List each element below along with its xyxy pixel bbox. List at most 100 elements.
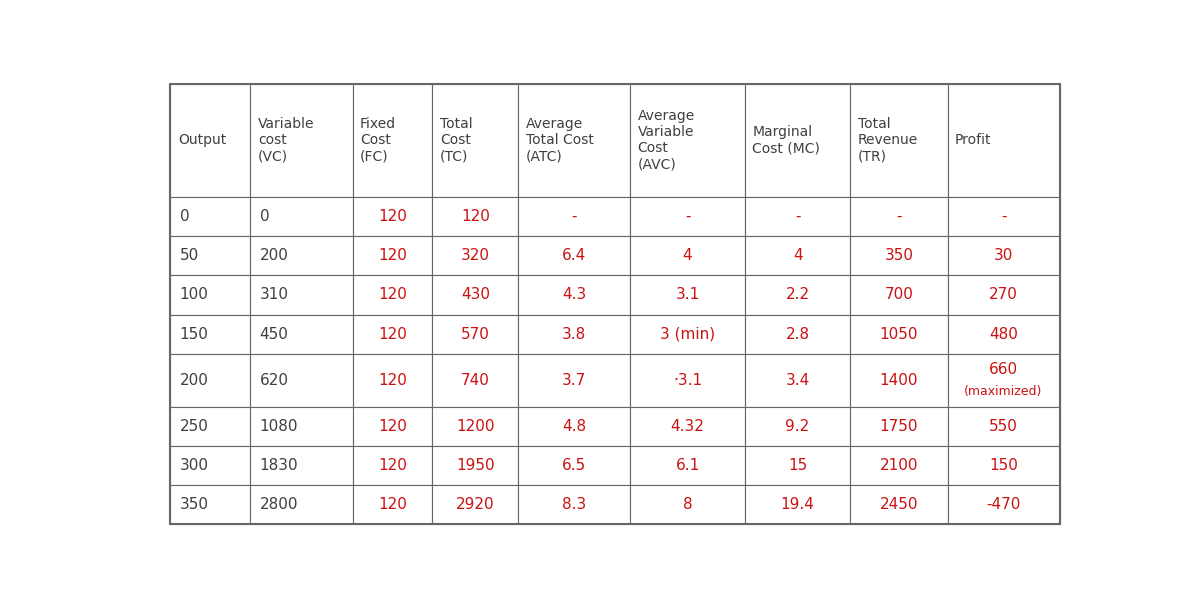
- Bar: [630, 236, 745, 275]
- Text: 450: 450: [259, 327, 288, 342]
- Text: 120: 120: [378, 288, 407, 302]
- Text: -: -: [685, 209, 690, 224]
- Bar: [745, 275, 850, 315]
- Text: 3.8: 3.8: [562, 327, 587, 342]
- Text: Average
Variable
Cost
(AVC): Average Variable Cost (AVC): [637, 109, 695, 172]
- Text: 1200: 1200: [456, 418, 494, 433]
- Bar: [518, 197, 630, 236]
- Bar: [850, 275, 948, 315]
- Text: 4: 4: [683, 248, 692, 263]
- Bar: [432, 354, 518, 406]
- Bar: [353, 84, 432, 197]
- Text: 310: 310: [259, 288, 289, 302]
- Bar: [170, 485, 251, 524]
- Text: 200: 200: [180, 373, 209, 388]
- Text: 660: 660: [989, 362, 1018, 377]
- Bar: [850, 84, 948, 197]
- Text: 6.1: 6.1: [676, 458, 700, 473]
- Text: 120: 120: [378, 373, 407, 388]
- Bar: [170, 84, 251, 197]
- Bar: [948, 485, 1060, 524]
- Bar: [251, 275, 353, 315]
- Text: 300: 300: [180, 458, 209, 473]
- Bar: [251, 485, 353, 524]
- Text: 150: 150: [180, 327, 209, 342]
- Text: 2450: 2450: [880, 497, 918, 512]
- Text: 120: 120: [378, 327, 407, 342]
- Bar: [948, 445, 1060, 485]
- Text: Total
Cost
(TC): Total Cost (TC): [440, 117, 473, 164]
- Text: 120: 120: [378, 458, 407, 473]
- Text: 740: 740: [461, 373, 490, 388]
- Bar: [353, 315, 432, 354]
- Bar: [850, 406, 948, 445]
- Bar: [432, 197, 518, 236]
- Bar: [518, 84, 630, 197]
- Bar: [948, 354, 1060, 406]
- Bar: [518, 406, 630, 445]
- Text: 350: 350: [884, 248, 913, 263]
- Text: (maximized): (maximized): [965, 385, 1043, 399]
- Bar: [745, 315, 850, 354]
- Text: Average
Total Cost
(ATC): Average Total Cost (ATC): [526, 117, 594, 164]
- Bar: [432, 485, 518, 524]
- Text: 100: 100: [180, 288, 209, 302]
- Text: 120: 120: [378, 418, 407, 433]
- Text: 620: 620: [259, 373, 289, 388]
- Bar: [353, 406, 432, 445]
- Text: 50: 50: [180, 248, 199, 263]
- Bar: [518, 275, 630, 315]
- Text: Variable
cost
(VC): Variable cost (VC): [258, 117, 314, 164]
- Text: 200: 200: [259, 248, 288, 263]
- Text: Profit: Profit: [955, 134, 991, 147]
- Bar: [432, 275, 518, 315]
- Text: 8.3: 8.3: [562, 497, 587, 512]
- Bar: [518, 236, 630, 275]
- Bar: [630, 485, 745, 524]
- Bar: [170, 406, 251, 445]
- Bar: [170, 445, 251, 485]
- Bar: [251, 236, 353, 275]
- Bar: [353, 354, 432, 406]
- Text: 120: 120: [378, 497, 407, 512]
- Text: 3.1: 3.1: [676, 288, 700, 302]
- Bar: [251, 445, 353, 485]
- Text: -: -: [1001, 209, 1007, 224]
- Text: 2.2: 2.2: [786, 288, 810, 302]
- Text: 250: 250: [180, 418, 209, 433]
- Bar: [432, 315, 518, 354]
- Bar: [630, 197, 745, 236]
- Text: 1750: 1750: [880, 418, 918, 433]
- Text: 4: 4: [793, 248, 803, 263]
- Bar: [850, 445, 948, 485]
- Text: 3 (min): 3 (min): [660, 327, 715, 342]
- Bar: [948, 275, 1060, 315]
- Text: 6.5: 6.5: [562, 458, 587, 473]
- Text: 2100: 2100: [880, 458, 918, 473]
- Text: Output: Output: [178, 134, 226, 147]
- Text: 4.8: 4.8: [562, 418, 586, 433]
- Bar: [630, 315, 745, 354]
- Bar: [170, 354, 251, 406]
- Bar: [630, 275, 745, 315]
- Bar: [170, 275, 251, 315]
- Bar: [518, 485, 630, 524]
- Text: 480: 480: [989, 327, 1018, 342]
- Text: 30: 30: [994, 248, 1013, 263]
- Bar: [745, 485, 850, 524]
- Text: 3.4: 3.4: [786, 373, 810, 388]
- Text: Fixed
Cost
(FC): Fixed Cost (FC): [360, 117, 396, 164]
- Bar: [170, 197, 251, 236]
- Bar: [353, 236, 432, 275]
- Bar: [850, 197, 948, 236]
- Bar: [745, 354, 850, 406]
- Bar: [630, 445, 745, 485]
- Bar: [251, 84, 353, 197]
- Bar: [353, 197, 432, 236]
- Text: 2800: 2800: [259, 497, 298, 512]
- Bar: [850, 236, 948, 275]
- Text: 4.3: 4.3: [562, 288, 587, 302]
- Bar: [518, 445, 630, 485]
- Text: 1080: 1080: [259, 418, 298, 433]
- Text: 700: 700: [884, 288, 913, 302]
